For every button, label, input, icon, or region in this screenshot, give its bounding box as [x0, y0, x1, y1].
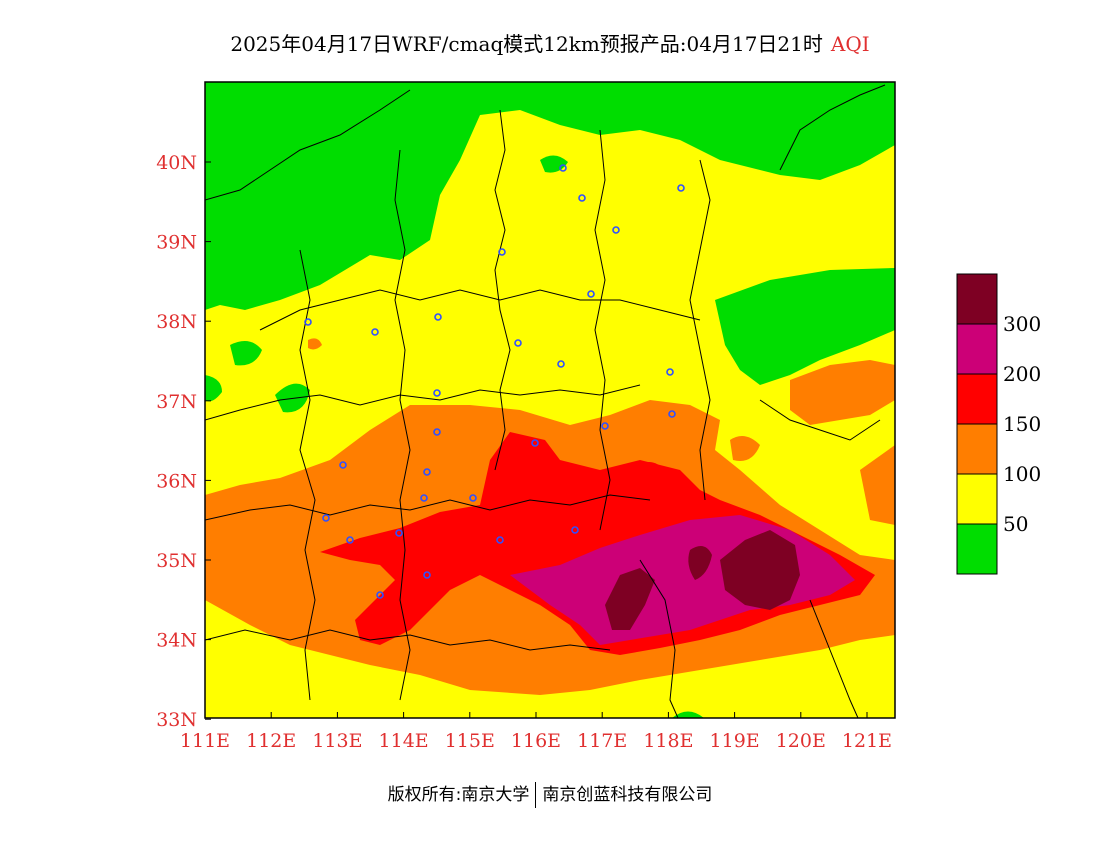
- copyright-label: 版权所有:: [387, 785, 462, 805]
- legend-swatch: [956, 273, 998, 325]
- city-marker: [346, 536, 354, 544]
- city-marker: [339, 461, 347, 469]
- city-marker: [304, 318, 312, 326]
- green-spot-4: [540, 155, 568, 173]
- city-marker: [423, 571, 431, 579]
- maroon-region-1: [720, 530, 800, 610]
- city-marker: [423, 468, 431, 476]
- city-marker: [371, 328, 379, 336]
- city-marker: [322, 514, 330, 522]
- lon-label: 113E: [312, 730, 362, 752]
- city-marker: [469, 494, 477, 502]
- lon-label: 117E: [577, 730, 627, 752]
- city-marker: [571, 526, 579, 534]
- green-spot-5: [672, 711, 704, 718]
- lon-label: 112E: [246, 730, 296, 752]
- longitude-labels: 111E 112E 113E 114E 115E 116E 117E 118E 119E 120E…: [180, 712, 892, 752]
- city-marker: [420, 494, 428, 502]
- legend-label: 100: [1003, 462, 1041, 486]
- admin-boundaries: [205, 84, 886, 718]
- city-marker: [395, 529, 403, 537]
- green-region-north: [205, 82, 895, 310]
- lon-label: 114E: [379, 730, 429, 752]
- city-marker: [376, 591, 384, 599]
- city-marker: [666, 368, 674, 376]
- city-marker: [498, 248, 506, 256]
- city-marker: [433, 428, 441, 436]
- lon-label: 121E: [842, 730, 892, 752]
- lon-label: 119E: [710, 730, 760, 752]
- lat-label: 37N: [156, 391, 197, 413]
- city-marker: [668, 410, 676, 418]
- city-marker: [434, 313, 442, 321]
- lat-label: 39N: [156, 232, 197, 254]
- legend-swatch: [956, 323, 998, 375]
- city-marker: [531, 439, 539, 447]
- legend-label: 50: [1003, 512, 1028, 536]
- lat-label: 33N: [156, 709, 197, 731]
- org-name-2: 南京创蓝科技有限公司: [542, 785, 713, 805]
- orange-spot-1: [730, 436, 760, 461]
- city-marker: [587, 290, 595, 298]
- lon-label: 115E: [445, 730, 495, 752]
- footer: 版权所有:南京大学 南京创蓝科技有限公司: [0, 780, 1100, 808]
- lon-label: 116E: [511, 730, 561, 752]
- orange-coast: [860, 445, 895, 525]
- city-marker: [514, 339, 522, 347]
- legend-label: 200: [1003, 362, 1041, 386]
- city-marker: [578, 194, 586, 202]
- lat-label: 35N: [156, 550, 197, 572]
- lon-label: 118E: [643, 730, 693, 752]
- aqi-field: [205, 82, 895, 718]
- aqi-legend: 50 100 150 200 300: [956, 273, 1041, 575]
- legend-label: 150: [1003, 412, 1041, 436]
- maroon-region-2: [688, 546, 712, 580]
- legend-swatch: [956, 423, 998, 475]
- city-marker: [433, 389, 441, 397]
- city-marker: [559, 164, 567, 172]
- legend-label: 300: [1003, 312, 1041, 336]
- legend-swatch: [956, 523, 998, 575]
- city-marker: [557, 360, 565, 368]
- title-text: 2025年04月17日WRF/cmaq模式12km预报产品:04月17日21时: [230, 32, 823, 56]
- lon-label: 111E: [180, 730, 230, 752]
- footer-separator: [535, 782, 537, 808]
- city-markers: [304, 164, 685, 599]
- green-spot-1: [230, 341, 262, 366]
- orange-east: [790, 360, 895, 425]
- lat-label: 40N: [156, 152, 197, 174]
- city-marker: [677, 184, 685, 192]
- city-marker: [496, 536, 504, 544]
- maroon-region-3: [605, 568, 655, 630]
- green-spot-3: [205, 375, 222, 402]
- city-marker: [612, 226, 620, 234]
- lon-label: 120E: [776, 730, 826, 752]
- legend-swatch: [956, 373, 998, 425]
- map-frame: [204, 81, 896, 719]
- title-variable: AQI: [830, 32, 870, 56]
- green-region-northeast: [715, 268, 895, 385]
- lat-label: 38N: [156, 311, 197, 333]
- city-marker: [601, 422, 609, 430]
- lat-label: 36N: [156, 470, 197, 492]
- orange-spot-2: [308, 338, 322, 350]
- latitude-labels: 40N 39N 38N 37N 36N 35N 34N 33N: [156, 152, 211, 731]
- lat-label: 34N: [156, 630, 197, 652]
- org-name-1: 南京大学: [461, 785, 530, 805]
- map-title: 2025年04月17日WRF/cmaq模式12km预报产品:04月17日21时 A…: [0, 28, 1100, 57]
- red-spot-1: [635, 461, 665, 485]
- legend-swatch: [956, 473, 998, 525]
